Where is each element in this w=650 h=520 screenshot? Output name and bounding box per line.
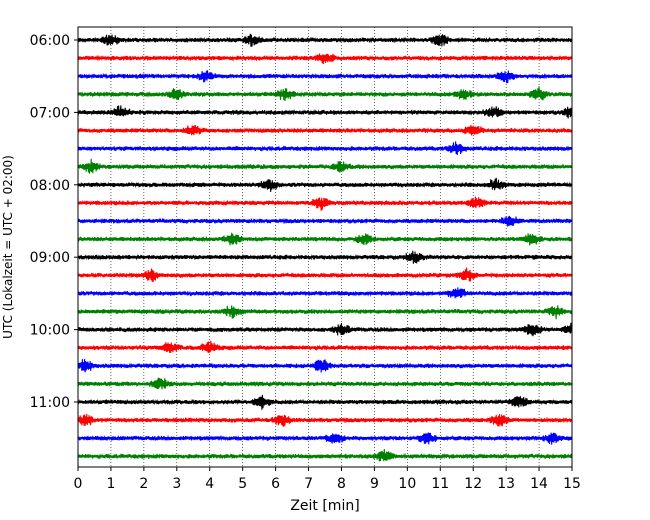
y-tick-label: 10:00 [30, 323, 70, 339]
trace-0930 [77, 287, 573, 299]
trace-0715 [77, 124, 573, 136]
trace-0915 [77, 267, 573, 283]
trace-1100 [77, 394, 573, 410]
y-tick-label: 11:00 [30, 395, 70, 411]
x-tick-label: 8 [337, 476, 346, 492]
trace-0645 [77, 86, 573, 101]
x-tick-label: 2 [139, 476, 148, 492]
trace-0730 [77, 141, 573, 156]
trace-1030 [77, 359, 573, 373]
x-tick-label: 5 [238, 476, 247, 492]
trace-0845 [77, 232, 573, 246]
y-axis: 06:00 07:00 08:00 09:00 10:00 11:00 [30, 33, 78, 411]
trace-1115 [77, 413, 573, 427]
trace-0815 [77, 196, 573, 211]
x-tick-label: 1 [106, 476, 115, 492]
trace-0800 [77, 177, 573, 192]
x-tick-label: 14 [530, 476, 548, 492]
x-tick-label: 7 [304, 476, 313, 492]
x-tick-label: 0 [74, 476, 83, 492]
trace-0630 [77, 70, 573, 84]
x-tick-label: 4 [205, 476, 214, 492]
x-grid [110, 27, 540, 467]
x-tick-label: 6 [271, 476, 280, 492]
y-axis-label: UTC (Lokalzeit = UTC + 02:00) [1, 155, 15, 339]
y-tick-label: 09:00 [30, 250, 70, 266]
trace-1015 [77, 340, 573, 353]
x-axis: 0 1 2 3 4 5 6 7 8 9 10 11 12 13 14 15 [74, 467, 581, 492]
trace-0745 [77, 158, 573, 174]
x-tick-label: 15 [563, 476, 581, 492]
x-tick-label: 9 [370, 476, 379, 492]
x-tick-label: 11 [431, 476, 449, 492]
trace-0700 [77, 105, 573, 119]
x-tick-label: 12 [464, 476, 482, 492]
trace-0830 [77, 215, 573, 227]
y-tick-label: 06:00 [30, 33, 70, 49]
trace-1045 [77, 377, 573, 390]
seismic-traces [77, 33, 573, 462]
plot-frame [77, 26, 573, 468]
trace-0900 [77, 250, 573, 264]
trace-0600 [77, 33, 573, 47]
x-tick-label: 3 [172, 476, 181, 492]
x-tick-label: 10 [398, 476, 416, 492]
x-axis-label: Zeit [min] [290, 498, 359, 514]
trace-0945 [77, 305, 573, 320]
trace-1000 [77, 322, 573, 337]
y-tick-label: 08:00 [30, 178, 70, 194]
trace-0615 [77, 53, 573, 64]
x-tick-label: 13 [497, 476, 515, 492]
trace-1145 [77, 449, 573, 462]
trace-1130 [77, 432, 573, 445]
y-tick-label: 07:00 [30, 105, 70, 121]
